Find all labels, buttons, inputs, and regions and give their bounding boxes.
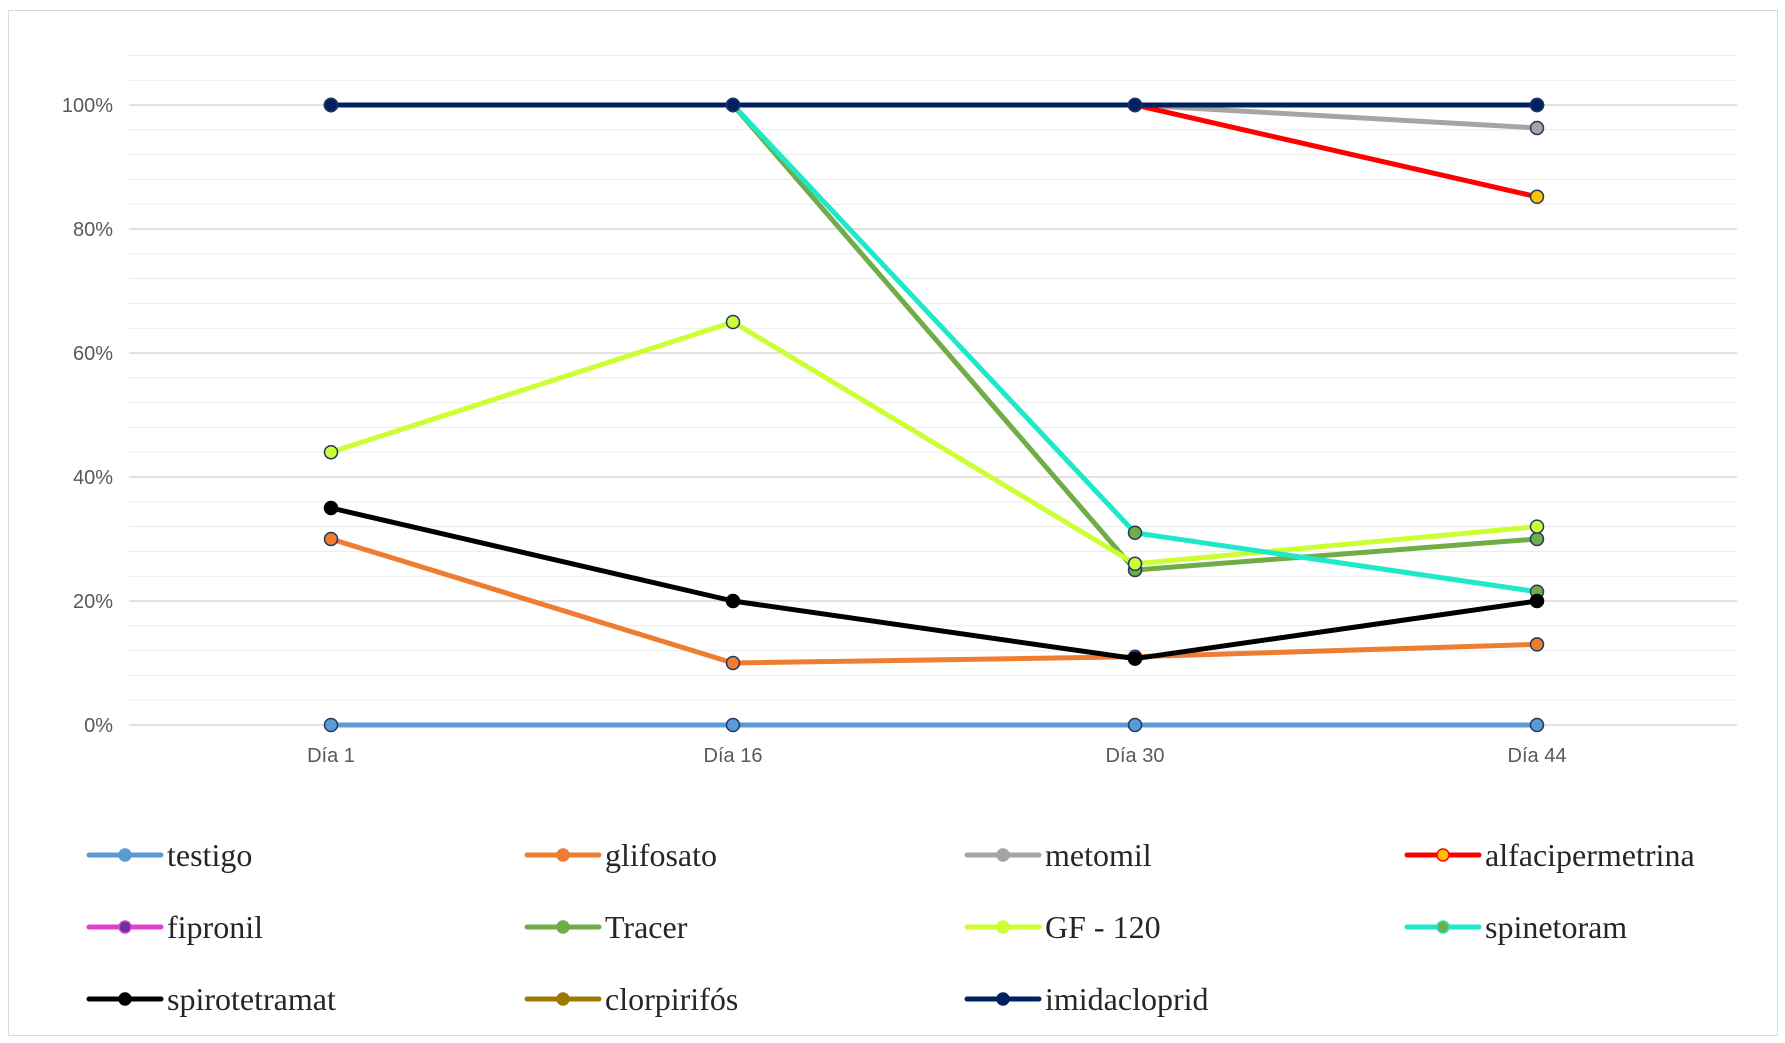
legend-item: spinetoram [1404,909,1627,945]
data-point [1127,556,1143,572]
legend-item: Tracer [524,909,688,945]
data-point [1529,717,1545,733]
x-axis-ticks: Día 1 Día 16 Día 30 Día 44 [307,745,1566,767]
chart-frame: 0% 20% 40% 60% 80% 100% Día 1 Día 16 Día 30 Día … [8,10,1778,1036]
legend-label: testigo [167,837,252,873]
legend-swatch-marker [1436,920,1450,934]
series-spinetoram [323,97,1545,599]
legend-item: glifosato [524,837,717,873]
legend-item: testigo [86,837,252,873]
legend-swatch-marker [118,920,132,934]
data-point [1127,97,1143,113]
data-point [725,97,741,113]
data-point [725,717,741,733]
y-axis-ticks: 0% 20% 40% 60% 80% 100% [62,95,113,737]
series-line [328,319,1540,567]
data-point [1529,519,1545,534]
legend-swatch-marker [556,920,570,934]
y-tick-label: 60% [73,343,113,365]
data-point [1127,717,1143,733]
series-line [328,102,1540,595]
series-line [328,536,1540,666]
legend-item: clorpirifós [524,981,738,1017]
legend-label: clorpirifós [605,981,738,1017]
data-point [1127,651,1143,666]
legend-swatch-marker [118,992,132,1006]
data-point [323,717,339,733]
series-gf-120 [323,314,1545,572]
x-tick-label: Día 16 [704,745,763,767]
data-point [323,500,339,516]
data-point [1529,531,1545,547]
legend-label: spirotetramat [167,981,336,1017]
data-point [1529,189,1545,205]
legend-label: spinetoram [1485,909,1627,945]
series-testigo [323,717,1545,733]
y-tick-label: 40% [73,467,113,489]
data-point [1529,120,1545,136]
legend-swatch-marker [118,848,132,862]
series-line [328,102,1540,131]
x-tick-label: Día 30 [1106,745,1165,767]
legend-label: imidacloprid [1045,981,1209,1017]
series-layer [323,97,1545,733]
y-tick-label: 80% [73,219,113,241]
y-tick-label: 20% [73,591,113,613]
x-tick-label: Día 44 [1508,745,1567,767]
data-point [1127,525,1143,541]
y-tick-label: 0% [84,715,113,737]
series-spirotetramat [323,500,1545,666]
legend: testigo glifosato metomil alfacipermetrina f… [86,837,1695,1017]
series-line [328,102,1540,573]
legend-label: Tracer [605,909,688,945]
legend-swatch-marker [996,920,1010,934]
legend-swatch-marker [556,992,570,1006]
legend-label: GF - 120 [1045,909,1161,945]
data-point [323,531,339,547]
legend-item: spirotetramat [86,981,336,1017]
data-point [1529,593,1545,609]
legend-swatch-marker [996,848,1010,862]
legend-item: metomil [964,837,1152,873]
data-point [323,97,339,113]
grid-layer [129,54,1737,726]
legend-swatch-marker [1436,848,1450,862]
line-chart: 0%20%40%60%80%100% Día 1 Día 16 Día 30 Día … [62,54,1737,1017]
data-point [725,593,741,609]
x-tick-label: Día 1 [307,745,355,767]
data-point [1529,97,1545,113]
legend-label: metomil [1045,837,1152,873]
legend-item: imidacloprid [964,981,1209,1017]
legend-item: alfacipermetrina [1404,837,1695,873]
series-imidacloprid [323,97,1545,113]
data-point [725,314,741,330]
legend-label: glifosato [605,837,717,873]
y-tick-label: 100% [62,95,113,117]
data-point [725,655,741,671]
legend-item: GF - 120 [964,909,1161,945]
legend-label: fipronil [167,909,263,945]
legend-item: fipronil [86,909,263,945]
legend-swatch-marker [996,992,1010,1006]
series-line [328,505,1540,662]
legend-label: alfacipermetrina [1485,837,1695,873]
data-point [323,444,339,460]
series-alfacipermetrina [323,97,1545,205]
series-tracer [323,97,1545,578]
data-point [1529,637,1545,652]
legend-swatch-marker [556,848,570,862]
